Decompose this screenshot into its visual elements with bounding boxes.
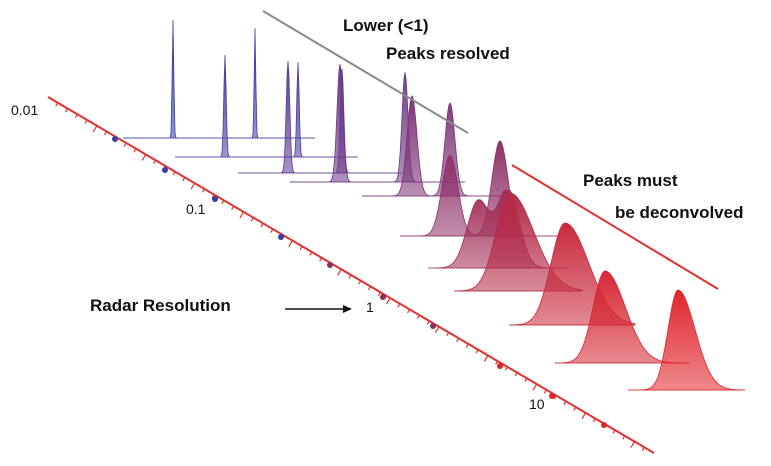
axis-minor-tick (123, 142, 127, 147)
lower-heading-label: Lower (<1) (343, 16, 429, 35)
axis-position-dot (212, 196, 218, 202)
axis-minor-tick (309, 251, 313, 256)
divider-line-resolved (262, 10, 469, 134)
axis-position-dot (497, 363, 503, 369)
axis-major-tick (386, 297, 391, 305)
axis-minor-tick (465, 343, 469, 348)
peak-profile (362, 95, 510, 197)
axis-major-tick (581, 412, 587, 420)
peak-profile (628, 289, 746, 391)
peak-group (123, 19, 746, 391)
axis-minor-tick (172, 171, 176, 176)
axis-minor-tick (104, 131, 108, 136)
axis-minor-tick (358, 280, 362, 285)
axis-major-tick (92, 125, 98, 133)
axis-minor-tick (270, 228, 274, 233)
axis-minor-tick (612, 429, 616, 434)
axis-minor-tick (377, 291, 381, 296)
axis-position-dot (549, 393, 555, 399)
axis-minor-tick (543, 389, 548, 394)
be-deconvolved-label: be deconvolved (615, 203, 744, 222)
axis-minor-tick (524, 378, 528, 383)
axis-minor-tick (592, 418, 596, 423)
axis-minor-tick (133, 148, 137, 153)
axis-minor-tick (455, 337, 460, 342)
axis-major-tick (337, 268, 342, 276)
peak-profile (175, 54, 358, 158)
axis-major-tick (288, 240, 293, 247)
axis-minor-tick (319, 257, 323, 262)
axis-major-tick (434, 326, 440, 334)
axis-minor-tick (495, 360, 499, 365)
radar-resolution-label: Radar Resolution (90, 296, 231, 315)
axis-name-arrow-head (343, 305, 352, 313)
divider-line-deconvolved (511, 164, 719, 290)
axis-minor-tick (514, 372, 518, 377)
axis-position-dot (112, 136, 118, 142)
axis-minor-tick (152, 159, 157, 164)
tick-label-0-1: 0.1 (186, 201, 206, 217)
axis-major-tick (190, 182, 196, 190)
axis-minor-tick (368, 286, 372, 291)
axis-minor-tick (426, 320, 430, 325)
axis-position-dot (601, 422, 607, 428)
axis-minor-tick (504, 366, 508, 371)
axis-minor-tick (221, 200, 225, 205)
axis-minor-tick (407, 309, 411, 314)
axis-major-tick (483, 355, 489, 362)
resolution-axis (47, 96, 655, 454)
axis-position-dot (327, 262, 333, 268)
axis-major-tick (630, 441, 635, 448)
axis-minor-tick (397, 303, 401, 308)
axis-minor-tick (260, 223, 264, 228)
axis-minor-tick (641, 446, 645, 452)
axis-minor-tick (475, 349, 479, 354)
axis-position-dot (430, 323, 436, 329)
axis-major-tick (532, 383, 538, 391)
axis-minor-tick (231, 205, 235, 210)
axis-minor-tick (553, 395, 557, 400)
axis-minor-tick (65, 108, 69, 113)
peaks-must-label: Peaks must (583, 171, 678, 190)
axis-minor-tick (299, 245, 303, 251)
peak-profile (290, 63, 465, 183)
axis-minor-tick (201, 188, 205, 193)
axis-minor-tick (416, 314, 420, 319)
axis-minor-tick (563, 401, 567, 406)
axis-minor-tick (84, 119, 88, 124)
axis-minor-tick (348, 274, 352, 279)
axis-minor-tick (250, 217, 254, 222)
axis-major-tick (141, 154, 147, 161)
axis-position-dot (278, 234, 284, 240)
tick-label-10: 10 (529, 396, 545, 412)
axis-minor-tick (182, 177, 186, 182)
axis-position-dot (380, 294, 386, 300)
axis-minor-tick (74, 113, 78, 118)
tick-label-1: 1 (366, 299, 374, 315)
axis-minor-tick (573, 406, 577, 411)
tick-label-0-01: 0.01 (11, 102, 39, 118)
peak-profile (238, 60, 402, 174)
peaks-resolved-label: Peaks resolved (386, 44, 510, 63)
axis-minor-tick (446, 332, 450, 337)
axis-position-dot (162, 167, 168, 173)
axis-major-tick (239, 211, 245, 219)
axis-minor-tick (622, 435, 626, 440)
axis-minor-tick (55, 102, 59, 107)
